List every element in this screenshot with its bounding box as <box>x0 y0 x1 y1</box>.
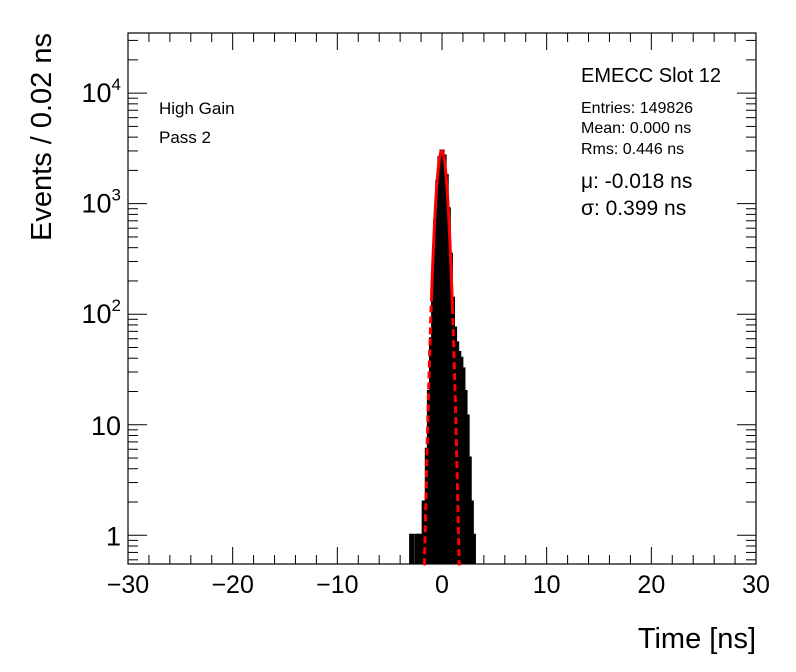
fit-series <box>422 149 461 566</box>
histogram-bin <box>409 533 415 564</box>
y-axis-ticks <box>128 39 756 561</box>
fit-sigma: σ: 0.399 ns <box>581 197 686 220</box>
y-tick-label: 10 <box>91 411 121 441</box>
y-tick-label: 1 <box>106 521 121 551</box>
x-tick-label: 20 <box>637 571 665 599</box>
fit-curve-dashed-right <box>450 307 461 566</box>
y-axis-tick-labels: 1 10 102 103 104 <box>81 75 121 551</box>
stats-entries: Entries: 149826 <box>581 100 693 117</box>
y-axis-label: Events / 0.02 ns <box>26 33 58 241</box>
x-tick-label: −20 <box>211 571 253 599</box>
stats-rms: Rms: 0.446 ns <box>581 141 684 158</box>
fit-curve-solid <box>430 149 454 308</box>
annotation-pass: Pass 2 <box>159 128 211 147</box>
x-tick-label: −30 <box>107 571 149 599</box>
x-axis-label: Time [ns] <box>638 623 756 655</box>
annotation-gain: High Gain <box>159 99 235 118</box>
fit-curve-dashed-left <box>422 296 434 566</box>
fit-mu: μ: -0.018 ns <box>581 170 692 193</box>
x-axis-tick-labels: −30 −20 −10 0 10 20 30 <box>107 571 770 599</box>
x-tick-label: −10 <box>316 571 358 599</box>
y-tick-label: 104 <box>81 75 121 108</box>
y-tick-label: 102 <box>81 296 121 329</box>
x-tick-label: 10 <box>533 571 561 599</box>
chart-title: EMECC Slot 12 <box>581 65 721 87</box>
x-tick-label: 0 <box>435 571 449 599</box>
histogram-series <box>409 149 476 564</box>
x-axis-ticks <box>127 33 757 564</box>
histogram-bin <box>470 533 476 564</box>
histogram-bin <box>417 533 423 564</box>
histogram-bin <box>468 500 474 564</box>
y-tick-label: 103 <box>81 186 121 219</box>
stats-mean: Mean: 0.000 ns <box>581 120 691 137</box>
x-tick-label: 30 <box>742 571 770 599</box>
